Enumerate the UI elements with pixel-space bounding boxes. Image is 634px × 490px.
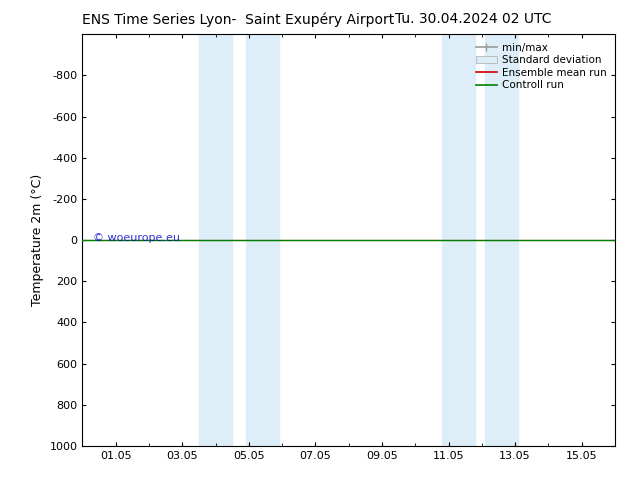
Text: © woeurope.eu: © woeurope.eu [93, 233, 180, 243]
Bar [485, 34, 519, 446]
Bar [199, 34, 232, 446]
Bar [442, 34, 476, 446]
Text: ENS Time Series Lyon-  Saint Exupéry Airport: ENS Time Series Lyon- Saint Exupéry Airp… [82, 12, 395, 27]
Bar [245, 34, 279, 446]
Y-axis label: Temperature 2m (°C): Temperature 2m (°C) [31, 174, 44, 306]
Legend: min/max, Standard deviation, Ensemble mean run, Controll run: min/max, Standard deviation, Ensemble me… [473, 40, 610, 94]
Text: Tu. 30.04.2024 02 UTC: Tu. 30.04.2024 02 UTC [395, 12, 552, 26]
